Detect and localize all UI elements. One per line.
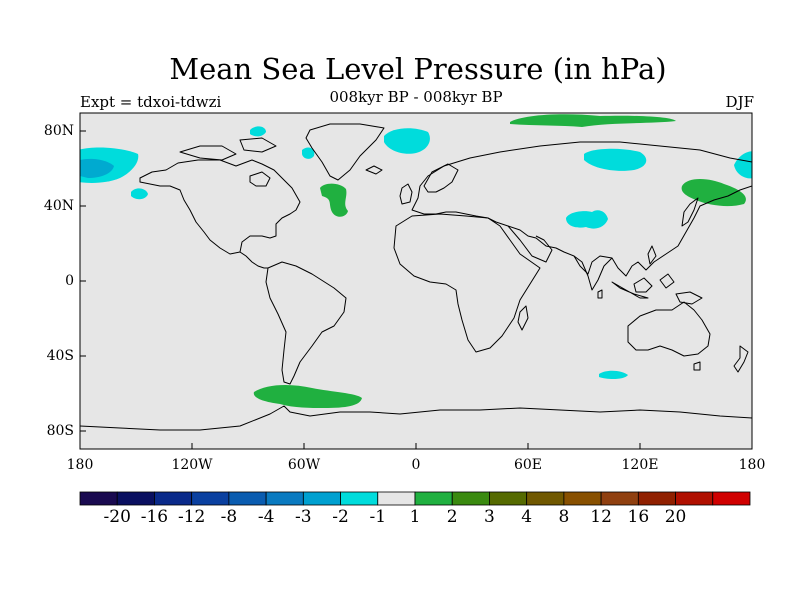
lat-label-80n: 80N: [43, 123, 74, 139]
lat-label-80s: 80S: [46, 423, 74, 439]
greenland-sea-negative: [384, 128, 430, 154]
bering-negative: [734, 151, 752, 179]
map-subtitle: 008kyr BP - 008kyr BP: [329, 88, 503, 106]
colorbar-swatch: [191, 491, 230, 506]
colorbar-swatch: [712, 491, 751, 506]
colorbar-swatch: [79, 491, 118, 506]
colorbar-swatch: [302, 491, 341, 506]
lon-label-120w: 120W: [171, 457, 213, 473]
arctic-canada-negative: [250, 126, 266, 137]
siberia-negative: [584, 148, 647, 171]
map-background: [80, 113, 752, 449]
colorbar-swatch: [526, 491, 565, 506]
colorbar-label: 20: [664, 507, 687, 527]
colorbar-label: 4: [521, 507, 533, 527]
colorbar-label: -3: [295, 507, 312, 527]
colorbar-label: -20: [103, 507, 131, 527]
colorbar-label: 8: [558, 507, 570, 527]
colorbar-swatch: [489, 491, 528, 506]
baffin-negative: [302, 147, 315, 159]
lon-label-60w: 60W: [287, 457, 321, 473]
colorbar-label: -16: [140, 507, 169, 527]
colorbar-label: -8: [220, 507, 238, 527]
arctic-positive: [510, 114, 676, 127]
central-asia-negative: [566, 210, 608, 229]
southern-ocean-positive: [253, 384, 362, 408]
colorbar-label: -4: [257, 507, 275, 527]
lon-label-120e: 120E: [621, 457, 659, 473]
colorbar-label: -1: [369, 507, 387, 527]
lat-label-40n: 40N: [43, 198, 74, 214]
colorbar-swatch: [600, 491, 639, 506]
colorbar-swatch: [637, 491, 676, 506]
colorbar-label: 16: [627, 507, 650, 527]
north-pacific-core: [80, 158, 114, 178]
lat-label-0: 0: [65, 273, 74, 289]
experiment-label: Expt = tdxoi-tdwzi: [80, 93, 222, 111]
north-atlantic-positive: [320, 183, 348, 217]
south-indian-negative: [599, 370, 628, 380]
season-label: DJF: [725, 93, 754, 111]
colorbar-swatch: [377, 491, 416, 506]
lon-label-0: 0: [411, 457, 421, 473]
lat-label-40s: 40S: [46, 348, 74, 364]
colorbar-label: -12: [177, 507, 206, 527]
colorbar-label: 2: [446, 507, 458, 527]
page-title: Mean Sea Level Pressure (in hPa): [169, 52, 667, 86]
colorbar-swatch: [340, 491, 379, 506]
colorbar-label: 3: [484, 507, 495, 527]
east-pacific-negative: [131, 188, 148, 200]
colorbar-swatch: [675, 491, 714, 506]
colorbar-swatch: [154, 491, 193, 506]
lon-label-60e: 60E: [513, 457, 543, 473]
lon-label-180w: 180: [66, 457, 94, 473]
colorbar-swatch: [228, 491, 267, 506]
colorbar-label: 12: [590, 507, 612, 527]
colorbar-swatch: [563, 491, 602, 506]
anomaly-fields: [80, 114, 752, 408]
axis-ticks: [79, 130, 753, 449]
colorbar-swatch: [265, 491, 304, 506]
colorbar-swatch: [451, 491, 490, 506]
colorbar-label: -2: [332, 507, 349, 527]
colorbar-swatch: [414, 491, 453, 506]
coastlines: [80, 123, 752, 431]
colorbar-swatch: [116, 491, 155, 506]
lon-label-180e: 180: [738, 457, 766, 473]
colorbar-label: 1: [409, 507, 421, 527]
